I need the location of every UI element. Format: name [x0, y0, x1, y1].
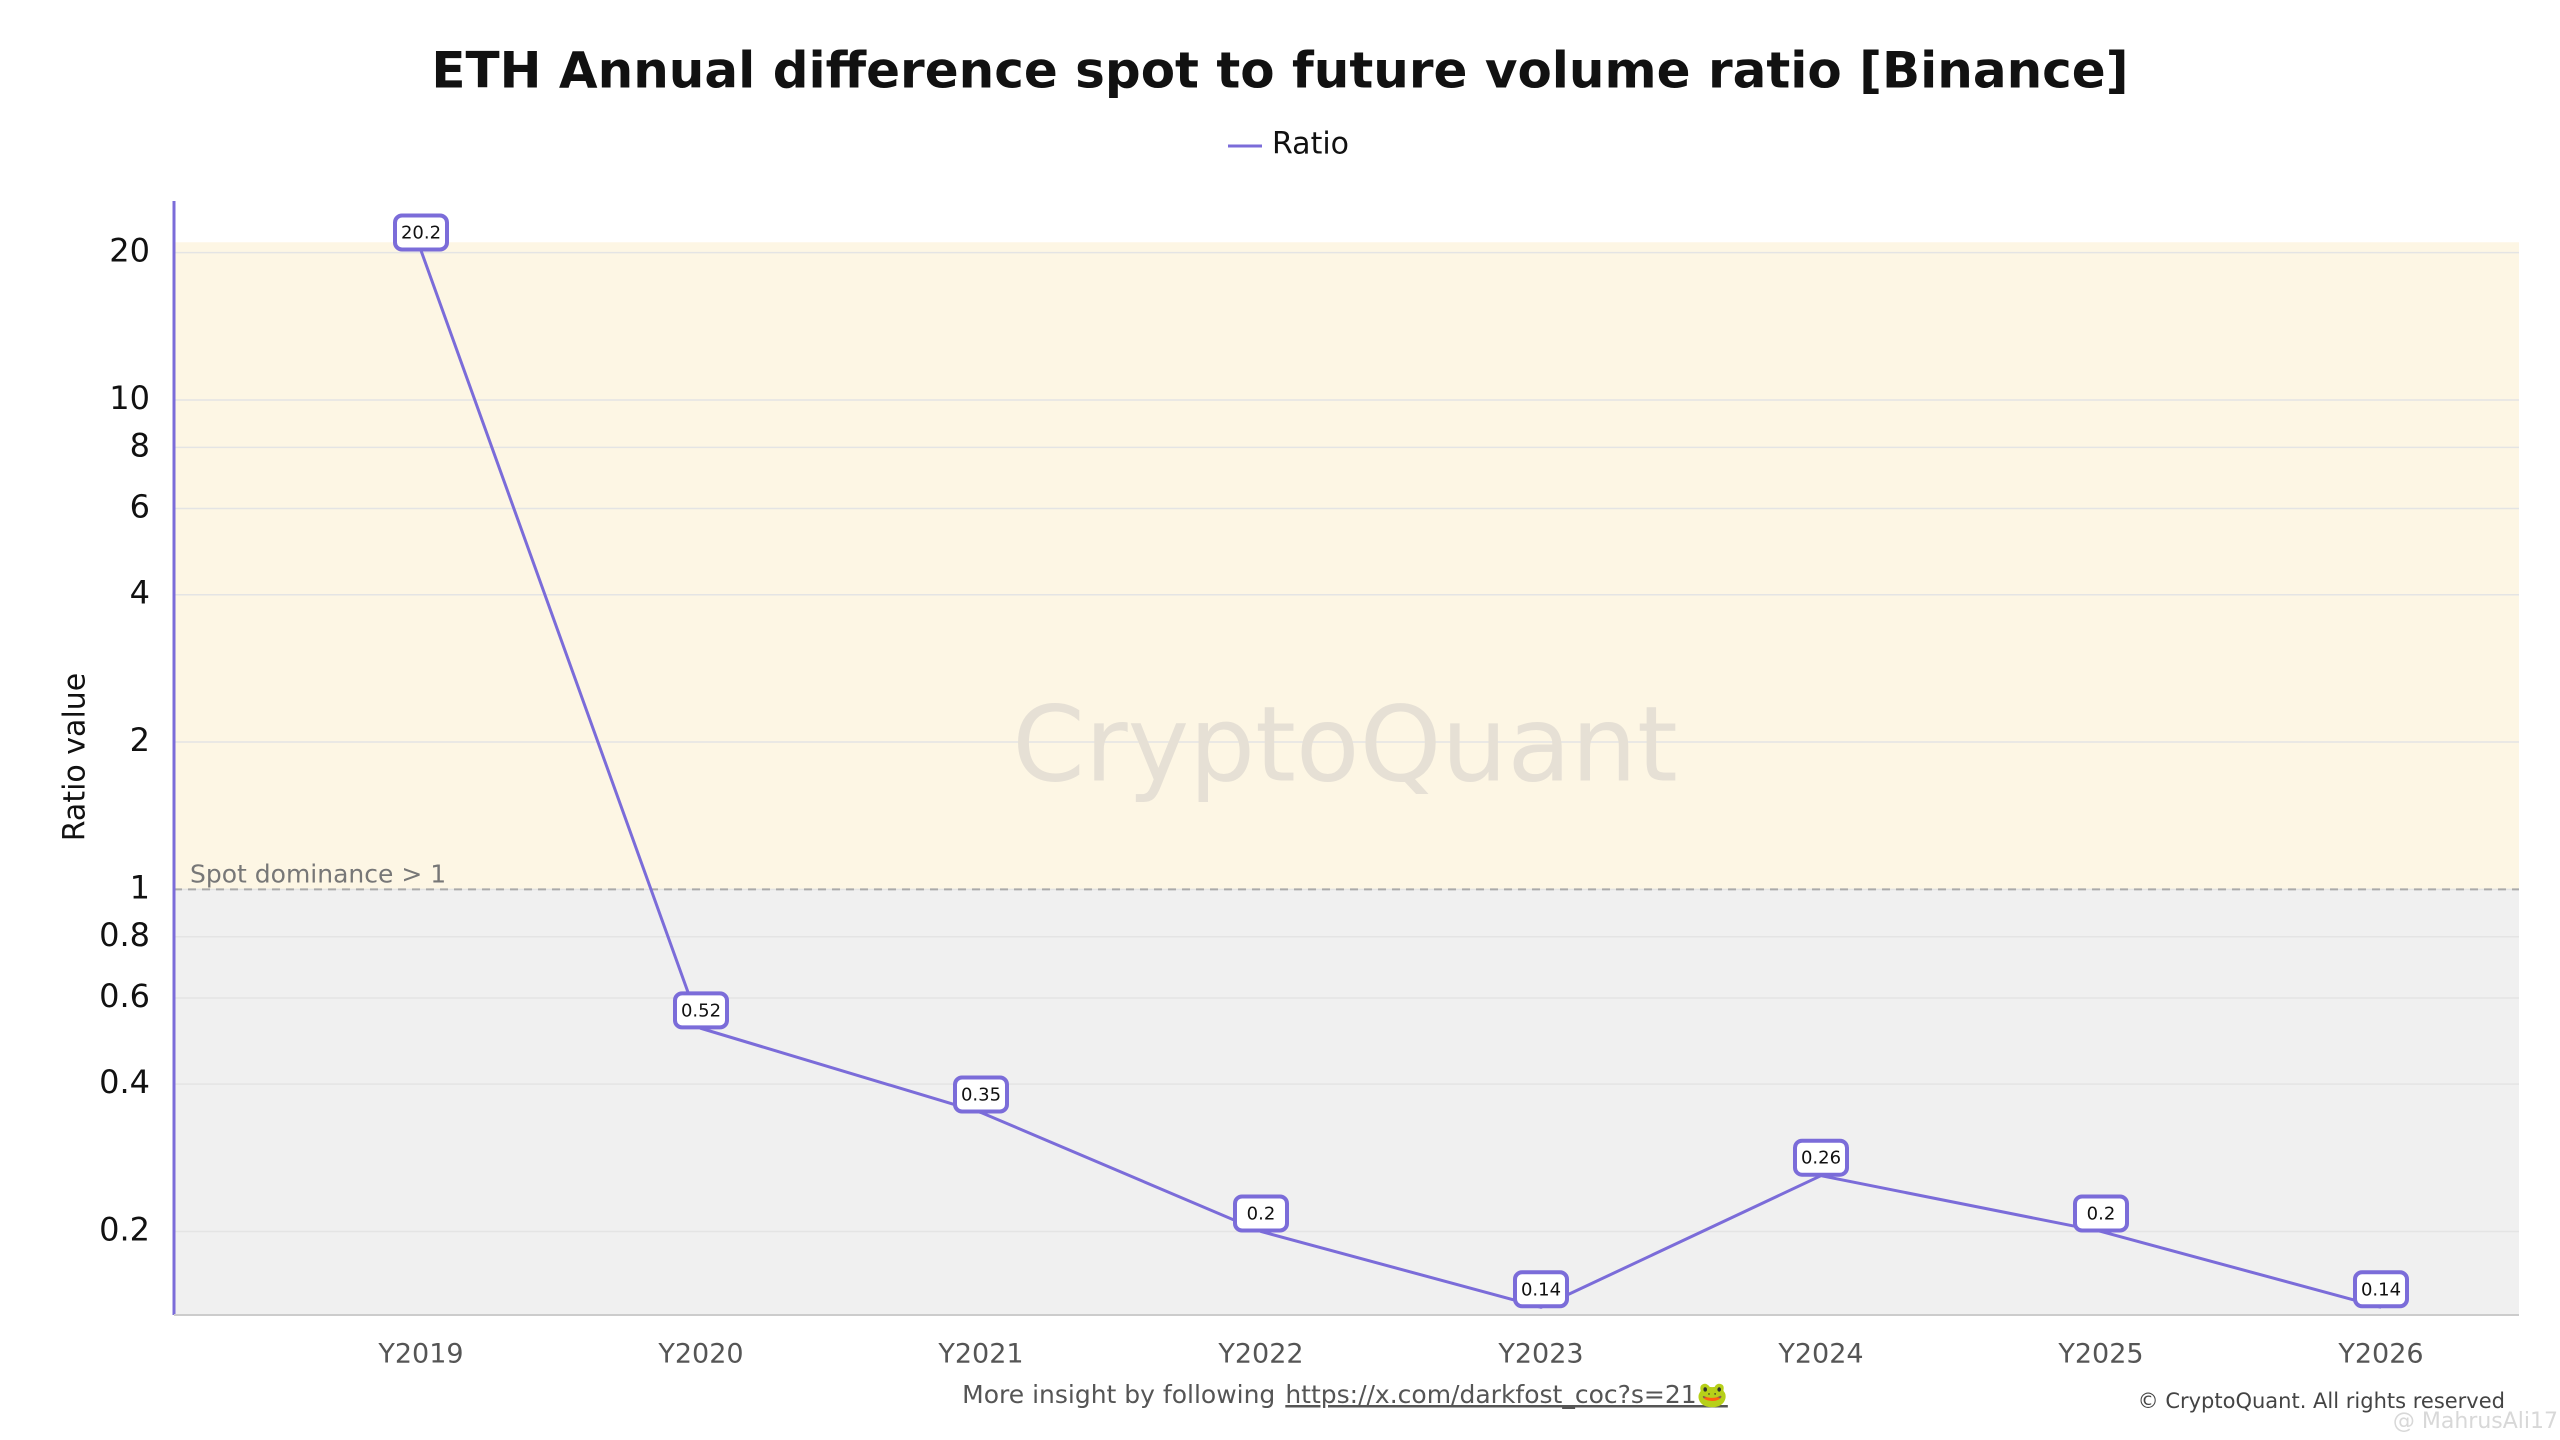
- y-tick-label: 4: [130, 574, 150, 612]
- copyright: © CryptoQuant. All rights reserved: [2138, 1389, 2505, 1413]
- y-tick-label: 10: [109, 379, 150, 417]
- zone: [174, 242, 2519, 890]
- chart-title: ETH Annual difference spot to future vol…: [431, 42, 2128, 100]
- point-marker: [953, 1075, 1009, 1114]
- y-tick-label: 20: [109, 232, 150, 270]
- data-label: 0.35: [961, 1085, 1001, 1106]
- x-tick-label: Y2024: [1777, 1339, 1863, 1370]
- threshold-label: Spot dominance > 1: [190, 859, 446, 888]
- footer-link[interactable]: https://x.com/darkfost_coc?s=21🐸: [1285, 1380, 1728, 1409]
- zone: [174, 889, 2519, 1315]
- y-tick-label: 6: [130, 488, 150, 526]
- data-label: 0.14: [2361, 1279, 2401, 1300]
- y-tick-label: 0.4: [99, 1063, 150, 1101]
- background: Spot dominance > 1: [174, 242, 2519, 1315]
- point-marker: [393, 213, 449, 252]
- x-tick-label: Y2022: [1217, 1339, 1303, 1370]
- y-tick-label: 2: [130, 721, 150, 759]
- point-marker: [2073, 1194, 2129, 1233]
- data-label: 0.26: [1801, 1148, 1841, 1169]
- point-marker: [1793, 1138, 1849, 1177]
- x-tick-label: Y2025: [2057, 1339, 2143, 1370]
- point-marker: [1233, 1194, 1289, 1233]
- data-label: 0.2: [1247, 1203, 1276, 1224]
- y-tick-label: 8: [130, 426, 150, 464]
- point-marker: [673, 991, 729, 1030]
- line: [419, 250, 2382, 1309]
- y-axis-label: Ratio value: [58, 673, 93, 842]
- y-tick-label: 0.2: [99, 1210, 150, 1248]
- point-marker: [1513, 1270, 1569, 1309]
- x-tick-label: Y2019: [377, 1339, 463, 1370]
- legend-label: Ratio: [1272, 127, 1349, 162]
- credit: @ MahrusAli17: [2393, 1409, 2558, 1434]
- data-label: 0.14: [1521, 1279, 1561, 1300]
- footer-text: More insight by following: [962, 1380, 1275, 1409]
- data-label: 0.2: [2087, 1203, 2116, 1224]
- x-tick-label: Y2026: [2337, 1339, 2423, 1370]
- y-tick-label: 1: [130, 868, 150, 906]
- watermark: CryptoQuant: [1012, 683, 1678, 805]
- y-tick-label: 0.6: [99, 977, 150, 1015]
- x-tick-label: Y2023: [1497, 1339, 1583, 1370]
- data-label: 20.2: [401, 223, 441, 244]
- y-tick-label: 0.8: [99, 916, 150, 954]
- x-tick-label: Y2021: [937, 1339, 1023, 1370]
- point-marker: [2353, 1270, 2409, 1309]
- data-label: 0.52: [681, 1000, 721, 1021]
- x-tick-label: Y2020: [657, 1339, 743, 1370]
